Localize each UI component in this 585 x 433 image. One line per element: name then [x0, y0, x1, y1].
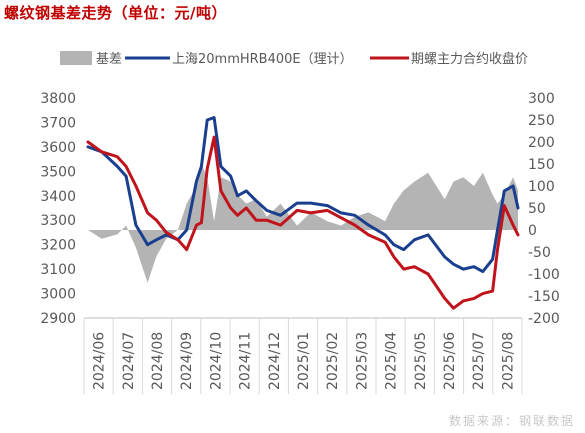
legend: 基差 上海20mmHRB400E（理计） 期螺主力合约收盘价: [60, 51, 528, 67]
x-tick-label: 2024/12: [267, 332, 283, 390]
left-tick-label: 3500: [40, 164, 76, 180]
x-tick-label: 2024/10: [208, 332, 224, 390]
x-tick-label: 2024/09: [179, 332, 195, 390]
left-tick-label: 3000: [40, 287, 76, 303]
left-tick-label: 3800: [40, 91, 76, 107]
x-tick-label: 2025/06: [442, 332, 458, 390]
futures-price-line: [86, 135, 520, 310]
legend-futures-label: 期螺主力合约收盘价: [411, 51, 528, 67]
x-tick-label: 2024/07: [121, 332, 137, 390]
legend-spot-label: 上海20mmHRB400E（理计）: [172, 52, 353, 67]
left-tick-label: 3100: [40, 262, 76, 278]
data-source: 数据来源：钢联数据: [448, 414, 575, 428]
legend-basis-label: 基差: [96, 52, 122, 67]
left-tick-label: 2900: [40, 311, 76, 327]
right-tick-label: 300: [528, 91, 555, 107]
left-tick-label: 3300: [40, 213, 76, 229]
right-tick-label: -150: [528, 289, 560, 305]
left-tick-label: 3400: [40, 189, 76, 205]
x-tick-label: 2025/04: [384, 332, 400, 390]
left-axis: 2900 3000 3100 3200 3300 3400 3500 3600 3700 3800: [40, 91, 76, 327]
x-tick-label: 2025/08: [500, 332, 516, 390]
right-tick-label: 0: [528, 223, 537, 239]
right-tick-label: -100: [528, 267, 560, 283]
x-tick-label: 2025/03: [354, 332, 370, 390]
left-tick-label: 3200: [40, 238, 76, 254]
x-tick-label: 2025/05: [413, 332, 429, 390]
legend-basis-swatch: [60, 51, 92, 65]
right-tick-label: -200: [528, 311, 560, 327]
x-tick-label: 2024/11: [238, 332, 254, 390]
right-tick-label: 100: [528, 179, 555, 195]
right-tick-label: -50: [528, 245, 551, 261]
x-tick-label: 2025/07: [471, 332, 487, 390]
right-axis: -200 -150 -100 -50 0 50 100 150 200 250 300: [528, 91, 560, 327]
x-tick-label: 2024/08: [150, 332, 166, 390]
plot-area: [86, 116, 520, 310]
x-tick-label: 2025/01: [296, 332, 312, 390]
chart-title: 螺纹钢基差走势（单位：元/吨）: [4, 4, 227, 22]
right-tick-label: 200: [528, 135, 555, 151]
right-tick-label: 150: [528, 157, 555, 173]
right-tick-label: 250: [528, 113, 555, 129]
right-tick-label: 50: [528, 201, 546, 217]
left-tick-label: 3600: [40, 140, 76, 156]
x-tick-label: 2024/06: [92, 332, 108, 390]
x-tick-label: 2025/02: [325, 332, 341, 390]
spot-price-line: [86, 116, 520, 274]
x-axis: 2024/06 2024/07 2024/08 2024/09 2024/10 2024/…: [83, 317, 523, 394]
left-tick-label: 3700: [40, 115, 76, 131]
